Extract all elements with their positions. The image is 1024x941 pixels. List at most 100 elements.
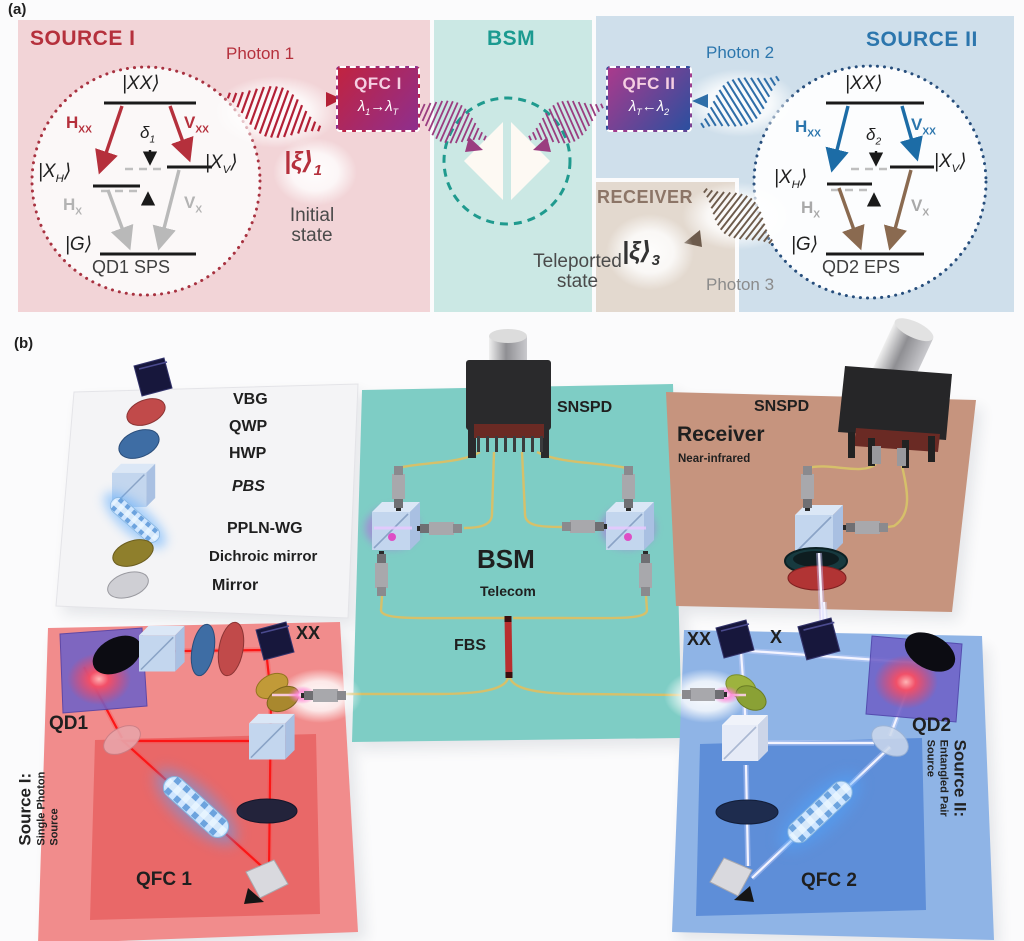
initial-state-caption: Initial state <box>289 205 335 246</box>
photon1-label: Photon 1 <box>226 44 295 63</box>
qd1-sps-caption: QD1 SPS <box>92 257 171 277</box>
source1-mirror <box>244 859 289 904</box>
qfc2-box: QFC II λT←λ2 <box>606 66 692 132</box>
source1-filter-disc <box>236 798 298 824</box>
hwp-icon <box>118 429 160 459</box>
qd2-eps-caption: QD2 EPS <box>822 257 901 277</box>
vxx-label-s2: VXX <box>911 115 936 138</box>
dichroic-mirror-icon <box>112 539 154 567</box>
source2-pbs <box>722 715 768 761</box>
source1-hwp <box>190 623 216 677</box>
fbs-label: FBS <box>454 637 486 654</box>
state3-ket: |ξ⟩3 <box>622 237 661 269</box>
bsm-snspd-label: SNSPD <box>557 399 613 416</box>
mirror-icon <box>107 571 149 599</box>
photon3-label: Photon 3 <box>706 275 775 294</box>
xh-ket-s1: |XH⟩ <box>38 161 72 185</box>
source2-title: SOURCE II <box>866 28 978 51</box>
qfc2-conversion: λT←λ2 <box>628 98 670 117</box>
source2-board-title: Source II: Entangled Pair Source <box>925 739 970 818</box>
panel-b-tag: (b) <box>14 335 34 352</box>
qfc1-box: QFC I λ1→λT <box>336 66 420 132</box>
legend-label-pbs: PBS <box>232 478 265 495</box>
source1-board-title: Source I: Single Photon Source <box>15 771 60 846</box>
legend-board <box>55 357 359 619</box>
teleported-state-caption: Teleported state <box>533 251 622 292</box>
qd2-parabolic-mirror <box>904 632 956 672</box>
bsm-left-wave <box>403 85 495 159</box>
fbs-rod <box>504 615 513 679</box>
receiver-waveplate-red <box>787 565 847 591</box>
receiver-board-title: Receiver <box>677 423 765 446</box>
vxx-label-s1: VXX <box>184 113 209 136</box>
source2-xx-label: XX <box>687 629 712 649</box>
xv-ket-s1: |XV⟩ <box>205 152 238 176</box>
delta1-label: δ1 <box>140 123 156 146</box>
legend-label-qwp: QWP <box>229 418 268 435</box>
hxx-label-s2: HXX <box>795 117 821 140</box>
legend-label-vbg: VBG <box>233 391 268 408</box>
legend-label-hwp: HWP <box>229 445 267 462</box>
bsm-splitter-diagram <box>442 96 572 226</box>
bsm-left-pbs <box>365 466 462 596</box>
source2-mirror <box>709 857 754 902</box>
g-ket-s1: |G⟩ <box>65 234 93 255</box>
legend-label-mirror: Mirror <box>212 577 259 594</box>
hx-label-s2: HX <box>801 198 821 221</box>
state1-ket: |ξ⟩1 <box>284 147 323 179</box>
source1-pink-disc <box>103 725 141 755</box>
qfc1-board-label: QFC 1 <box>136 869 192 890</box>
source2-pale-disc <box>871 725 909 757</box>
bsm-snspd-device <box>466 329 551 458</box>
qd2-label: QD2 <box>912 715 952 736</box>
g-ket-s2: |G⟩ <box>791 234 819 255</box>
receiver-snspd-label: SNSPD <box>754 398 810 415</box>
state1-glow <box>273 138 357 206</box>
source1-title: SOURCE I <box>30 27 136 50</box>
receiver-pbs <box>784 466 888 591</box>
qd2-glow <box>874 655 938 709</box>
source2-x-label: X <box>770 627 783 647</box>
photon2-label: Photon 2 <box>706 43 775 62</box>
bsm-right-pbs <box>562 466 655 596</box>
qfc1-conversion: λ1→λT <box>357 98 399 117</box>
source1-xx-label: XX <box>296 623 321 643</box>
source2-filter-disc <box>715 799 779 825</box>
xx-ket-s2: |XX⟩ <box>845 73 883 94</box>
photon2-wave <box>682 57 798 147</box>
qd1-label: QD1 <box>49 713 89 734</box>
receiver-snspd-device <box>838 318 952 468</box>
bsm-board-title: BSM <box>477 544 535 574</box>
vx-label-s1: VX <box>184 193 203 216</box>
state3-glow <box>606 214 694 290</box>
vx-label-s2: VX <box>911 196 930 219</box>
receiver-fibers <box>807 462 909 529</box>
photon1-wave <box>214 70 342 154</box>
xh-ket-s2: |XH⟩ <box>774 167 808 191</box>
bsm-board <box>352 384 682 742</box>
source2-elements <box>682 617 963 902</box>
source1-level-diagram <box>30 65 262 297</box>
legend-label-ppln: PPLN-WG <box>227 520 303 537</box>
source1-elements <box>59 621 346 904</box>
xv-ket-s2: |XV⟩ <box>934 151 967 175</box>
receiver-title: RECEIVER <box>597 187 694 207</box>
xx-ket-s1: |XX⟩ <box>122 73 160 94</box>
qfc1-title: QFC I <box>354 74 402 93</box>
qfc2-title: QFC II <box>622 74 676 93</box>
panel-a-tag: (a) <box>8 1 27 18</box>
qfc2-board-label: QFC 2 <box>801 870 857 891</box>
source2-level-diagram <box>752 64 988 300</box>
hx-label-s1: HX <box>63 195 83 218</box>
source1-qwp <box>217 621 245 677</box>
delta2-label: δ2 <box>866 125 882 148</box>
legend-label-dichroic: Dichroic mirror <box>209 548 318 565</box>
qwp-icon <box>126 398 166 426</box>
hxx-label-s1: HXX <box>66 113 92 136</box>
receiver-subtitle: Near-infrared <box>678 453 751 465</box>
qd1-parabolic-mirror <box>92 635 142 675</box>
bsm-telecom-label: Telecom <box>480 583 536 599</box>
bsm-title: BSM <box>487 27 536 50</box>
bsm-right-wave <box>520 85 612 159</box>
